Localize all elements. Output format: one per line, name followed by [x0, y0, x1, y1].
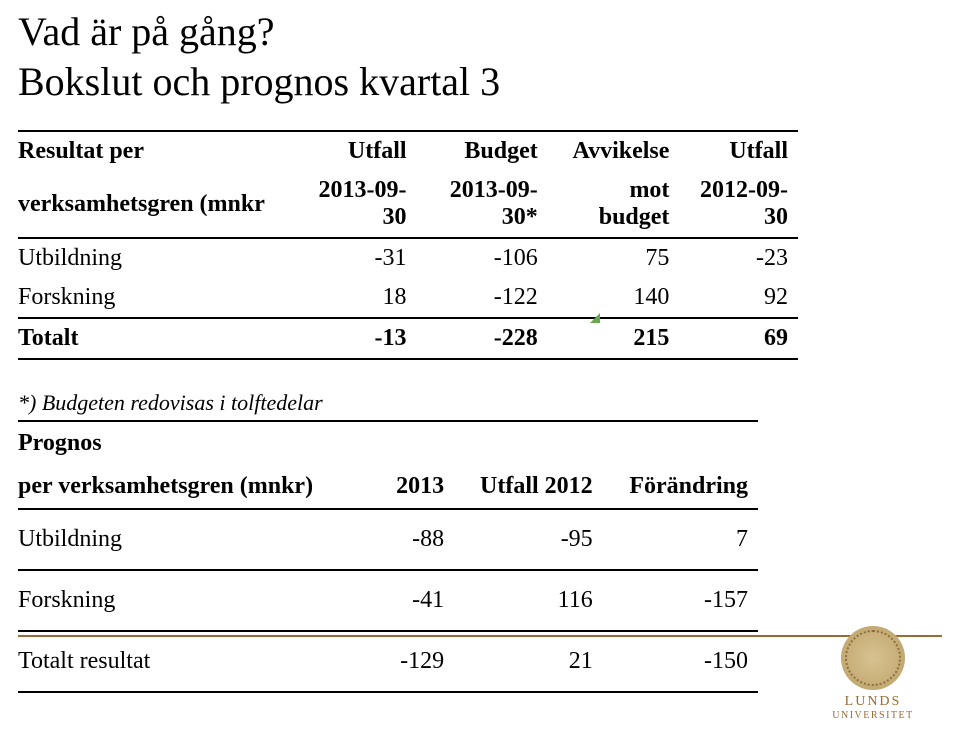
t2-total-v2: 21 — [454, 631, 603, 692]
t2-r1-v3: -157 — [603, 570, 758, 631]
table-total-row: Totalt resultat -129 21 -150 — [18, 631, 758, 692]
t1-r0-label: Utbildning — [18, 238, 298, 278]
t2-r1-label: Forskning — [18, 570, 378, 631]
footer-divider — [18, 635, 942, 637]
t2-h-col0-l2: per verksamhetsgren (mnkr) — [18, 465, 378, 509]
t1-total-label: Totalt — [18, 318, 298, 359]
t1-h-col3-l2: mot budget — [548, 171, 680, 238]
t1-h-col0-l2: verksamhetsgren (mnkr — [18, 171, 298, 238]
t2-r0-v3: 7 — [603, 509, 758, 570]
t1-h-col0-l1: Resultat per — [18, 131, 298, 171]
logo-text-line1: LUNDS — [808, 694, 938, 710]
t1-h-col2-l1: Budget — [417, 131, 548, 171]
t1-total-v2: -228 — [417, 318, 548, 359]
t1-r0-v3: 75 — [548, 238, 680, 278]
page-title-line2: Bokslut och prognos kvartal 3 — [18, 58, 500, 105]
t2-h-col1: 2013 — [378, 465, 454, 509]
t1-r1-v3: 140 — [548, 278, 680, 318]
t2-r1-v1: -41 — [378, 570, 454, 631]
t1-r1-label: Forskning — [18, 278, 298, 318]
t2-r1-v2: 116 — [454, 570, 603, 631]
table-row: Utbildning -88 -95 7 — [18, 509, 758, 570]
t1-r0-v2: -106 — [417, 238, 548, 278]
t2-total-v1: -129 — [378, 631, 454, 692]
t1-h-col1-l2: 2013-09-30 — [298, 171, 417, 238]
table-total-row: Totalt -13 -228 215 69 — [18, 318, 798, 359]
t1-r1-v4: 92 — [679, 278, 798, 318]
table-row: Utbildning -31 -106 75 -23 — [18, 238, 798, 278]
t1-r0-v4: -23 — [679, 238, 798, 278]
t1-r1-v1: 18 — [298, 278, 417, 318]
t1-total-v3: 215 — [548, 318, 680, 359]
t1-h-col4-l1: Utfall — [679, 131, 798, 171]
logo-text-line2: UNIVERSITET — [808, 710, 938, 721]
t1-h-col2-l2: 2013-09-30* — [417, 171, 548, 238]
t1-h-col3-l1: Avvikelse — [548, 131, 680, 171]
t2-r0-label: Utbildning — [18, 509, 378, 570]
t2-h-col3: Förändring — [603, 465, 758, 509]
t2-r0-v1: -88 — [378, 509, 454, 570]
t2-h-col2: Utfall 2012 — [454, 465, 603, 509]
table-row: Forskning -41 116 -157 — [18, 570, 758, 631]
t2-total-label: Totalt resultat — [18, 631, 378, 692]
t2-total-v3: -150 — [603, 631, 758, 692]
t1-r0-v1: -31 — [298, 238, 417, 278]
t1-h-col4-l2: 2012-09-30 — [679, 171, 798, 238]
seal-icon — [841, 626, 905, 690]
t1-total-v1: -13 — [298, 318, 417, 359]
t1-total-v4: 69 — [679, 318, 798, 359]
prognosis-table: Prognos per verksamhetsgren (mnkr) 2013 … — [18, 420, 758, 693]
t1-r1-v2: -122 — [417, 278, 548, 318]
page-title-line1: Vad är på gång? — [18, 8, 275, 55]
table-row: Forskning 18 -122 140 92 — [18, 278, 798, 318]
footnote: *) Budgeten redovisas i tolftedelar — [18, 390, 323, 416]
t2-h-col0-l1: Prognos — [18, 421, 378, 465]
t1-h-col1-l1: Utfall — [298, 131, 417, 171]
results-table: Resultat per Utfall Budget Avvikelse Utf… — [18, 130, 798, 360]
t2-r0-v2: -95 — [454, 509, 603, 570]
university-logo: LUNDS UNIVERSITET — [808, 626, 938, 721]
